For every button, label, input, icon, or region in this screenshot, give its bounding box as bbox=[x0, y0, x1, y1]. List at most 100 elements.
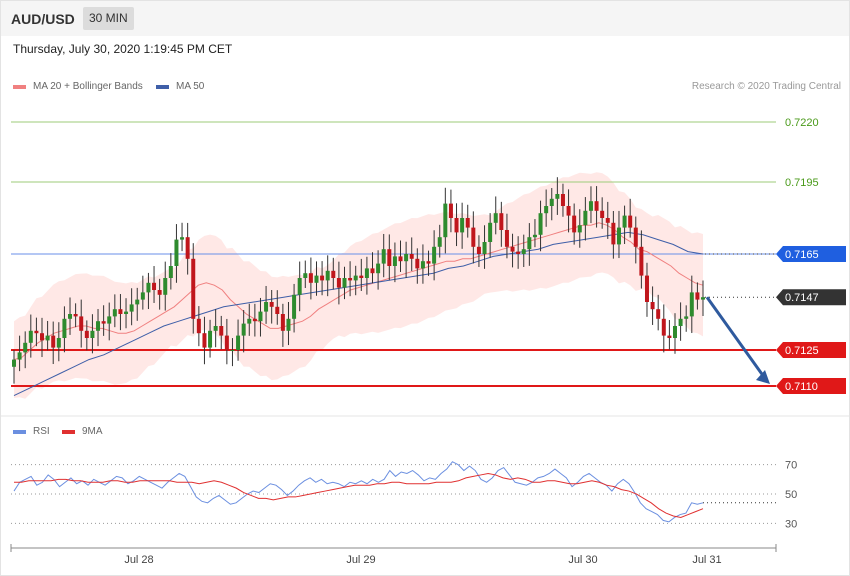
x-tick-label: Jul 30 bbox=[568, 554, 597, 566]
candle-body bbox=[454, 218, 459, 233]
candle-body bbox=[140, 292, 145, 300]
candle-body bbox=[588, 201, 593, 211]
candle-body bbox=[336, 278, 341, 288]
candle-body bbox=[320, 275, 325, 281]
candle-body bbox=[348, 278, 353, 281]
legend-ma20: MA 20 + Bollinger Bands bbox=[13, 81, 143, 92]
candle-body bbox=[387, 249, 392, 266]
candle-body bbox=[404, 254, 409, 262]
credit-text: Research © 2020 Trading Central bbox=[691, 81, 841, 92]
candle-body bbox=[292, 294, 297, 319]
candle-body bbox=[616, 227, 621, 245]
candle-body bbox=[247, 318, 252, 324]
candle-body bbox=[275, 306, 280, 314]
candle-body bbox=[230, 350, 235, 351]
candle-body bbox=[684, 316, 689, 319]
ma50-swatch bbox=[156, 84, 169, 89]
candle-body bbox=[656, 309, 661, 319]
candles bbox=[12, 177, 705, 384]
candle-body bbox=[448, 203, 453, 218]
candle-body bbox=[45, 335, 50, 341]
candle-body bbox=[633, 227, 638, 247]
candle-body bbox=[325, 270, 330, 281]
candle-body bbox=[577, 225, 582, 233]
candle-body bbox=[678, 318, 683, 326]
candle-body bbox=[667, 335, 672, 338]
candle-body bbox=[258, 311, 263, 322]
candle-body bbox=[527, 237, 532, 250]
candle-body bbox=[628, 215, 633, 228]
candle-body bbox=[510, 246, 515, 252]
candle-body bbox=[269, 302, 274, 307]
rsi-ma-label: 9MA bbox=[82, 426, 103, 437]
level-label-0.7165: 0.7165 bbox=[785, 249, 819, 261]
candle-body bbox=[264, 302, 269, 312]
forecast-arrowhead bbox=[756, 370, 770, 384]
candle-body bbox=[583, 210, 588, 226]
ma50-label: MA 50 bbox=[176, 81, 205, 92]
ma20-label: MA 20 + Bollinger Bands bbox=[33, 81, 143, 92]
candle-body bbox=[252, 318, 257, 322]
candle-body bbox=[308, 273, 313, 283]
candle-body bbox=[566, 206, 571, 216]
x-tick-label: Jul 29 bbox=[346, 554, 375, 566]
candle-body bbox=[639, 246, 644, 276]
candle-body bbox=[544, 206, 549, 214]
candle-body bbox=[135, 299, 140, 305]
candle-body bbox=[572, 215, 577, 233]
candle-body bbox=[555, 194, 560, 199]
candle-body bbox=[28, 330, 33, 343]
candle-body bbox=[415, 258, 420, 269]
rsi-ma-line bbox=[14, 472, 704, 518]
candle-body bbox=[488, 222, 493, 242]
candle-body bbox=[219, 326, 224, 336]
candle-body bbox=[56, 338, 61, 348]
candle-body bbox=[426, 261, 431, 264]
candle-body bbox=[129, 304, 134, 312]
candle-body bbox=[611, 222, 616, 245]
candle-body bbox=[23, 342, 28, 353]
candle-body bbox=[516, 251, 521, 254]
candle-body bbox=[331, 270, 336, 278]
candle-body bbox=[493, 213, 498, 223]
candle-body bbox=[695, 292, 700, 300]
candle-body bbox=[443, 203, 448, 238]
candle-body bbox=[286, 318, 291, 331]
candle-body bbox=[191, 258, 196, 319]
candle-body bbox=[180, 237, 185, 240]
legend-ma50: MA 50 bbox=[156, 81, 204, 92]
timeframe-button[interactable]: 30 MIN bbox=[83, 7, 134, 30]
candle-body bbox=[112, 309, 117, 317]
candle-body bbox=[476, 246, 481, 254]
candle-body bbox=[146, 282, 151, 293]
candle-body bbox=[118, 309, 123, 314]
candle-body bbox=[68, 314, 73, 319]
rsi-tick-30: 30 bbox=[785, 518, 797, 530]
candle-body bbox=[168, 266, 173, 278]
candle-body bbox=[650, 302, 655, 310]
rsi-line bbox=[13, 461, 704, 523]
candle-body bbox=[499, 213, 504, 230]
candle-body bbox=[79, 316, 84, 331]
candle-body bbox=[398, 256, 403, 262]
candle-body bbox=[17, 352, 22, 360]
candle-body bbox=[376, 263, 381, 274]
candle-body bbox=[51, 335, 56, 348]
rsi-label: RSI bbox=[33, 426, 50, 437]
candle-body bbox=[701, 297, 705, 300]
candle-body bbox=[538, 213, 543, 235]
candle-body bbox=[236, 335, 241, 350]
candle-body bbox=[208, 330, 213, 348]
forecast-arrow bbox=[705, 296, 766, 378]
candle-body bbox=[532, 234, 537, 238]
candle-body bbox=[342, 278, 347, 288]
candle-body bbox=[224, 335, 229, 350]
legend-rsi: RSI bbox=[13, 426, 50, 437]
candle-body bbox=[202, 333, 207, 348]
candle-body bbox=[672, 326, 677, 338]
candle-body bbox=[101, 321, 106, 324]
datetime-label: Thursday, July 30, 2020 1:19:45 PM CET bbox=[13, 42, 233, 56]
candle-body bbox=[364, 268, 369, 278]
rsi-tick-50: 50 bbox=[785, 489, 797, 501]
